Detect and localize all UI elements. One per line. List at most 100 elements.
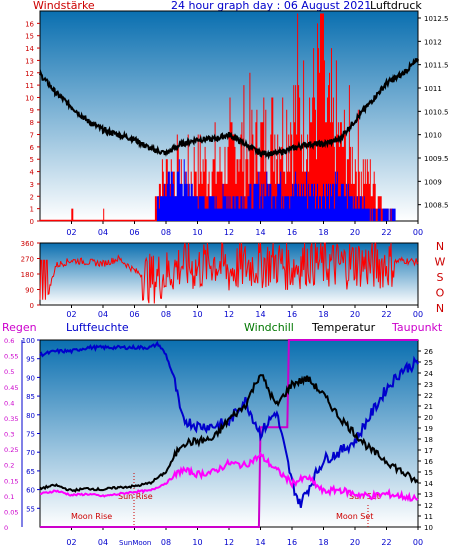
- wind-y-tick-label: 10: [25, 94, 34, 102]
- temperature-y-tick-label: 11: [424, 513, 433, 521]
- humidity-y-tick-label: 60: [26, 487, 35, 495]
- rain-y-tick-label: 0.15: [4, 477, 18, 485]
- temp-x-tick-label: 16: [287, 538, 297, 547]
- humidity-y-tick-label: 90: [26, 374, 35, 382]
- direction-x-tick-label: 14: [255, 310, 265, 319]
- rain-y-tick-label: 0.6: [4, 337, 14, 345]
- compass-label: O: [436, 287, 445, 300]
- pressure-axis-title: Luftdruck: [370, 0, 422, 12]
- temperature-y-tick-label: 25: [424, 359, 433, 367]
- humidity-axis-title: Luftfeuchte: [66, 321, 129, 334]
- rain-y-tick-label: 0.25: [4, 446, 18, 454]
- wind-x-tick-label: 00: [413, 228, 423, 237]
- dewpoint-line: [39, 451, 419, 502]
- temperature-y-tick-label: 17: [424, 447, 433, 455]
- temperature-y-tick-label: 21: [424, 403, 433, 411]
- wind-y-tick-label: 3: [30, 181, 34, 189]
- wind-x-tick-label: 18: [318, 228, 328, 237]
- pressure-y-tick-label: 1009: [424, 178, 442, 186]
- temp-x-tick-label: 02: [66, 538, 76, 547]
- temperature-y-tick-label: 23: [424, 381, 433, 389]
- wind-y-tick-label: 11: [25, 82, 34, 90]
- rain-y-tick-label: 0: [4, 524, 8, 532]
- humidity-y-tick-label: 80: [26, 412, 35, 420]
- humidity-y-tick-label: 95: [26, 356, 35, 364]
- wind-x-tick-label: 10: [192, 228, 202, 237]
- direction-y-tick-label: 0: [30, 302, 34, 310]
- pressure-y-tick-label: 1010: [424, 132, 442, 140]
- direction-x-tick-label: 06: [129, 310, 139, 319]
- wind-y-tick-label: 16: [25, 20, 34, 28]
- direction-x-tick-label: 04: [98, 310, 108, 319]
- temperature-chart-layer: 0 0.05 0.1 0.15 0.2 0.25 0.3 0.35 0.4 0.45 0.5 0.55…: [4, 337, 433, 547]
- wind-y-tick-label: 12: [25, 70, 34, 78]
- temperature-legend: Temperatur: [311, 321, 376, 334]
- direction-y-tick-label: 360: [21, 240, 34, 248]
- temp-x-tick-label: 10: [192, 538, 202, 547]
- wind-y-tick-label: 14: [25, 45, 34, 53]
- wind-x-tick-label: 12: [224, 228, 234, 237]
- wind-y-tick-label: 8: [30, 119, 34, 127]
- rain-y-tick-label: 0.35: [4, 415, 18, 423]
- wind-y-tick-label: 9: [30, 107, 34, 115]
- temperature-y-tick-label: 24: [424, 370, 433, 378]
- wind-direction-line: [39, 241, 419, 304]
- rain-y-tick-label: 0.5: [4, 368, 14, 376]
- temperature-y-tick-label: 10: [424, 524, 433, 532]
- pressure-y-tick-label: 1010.5: [424, 108, 449, 116]
- temperature-y-tick-label: 12: [424, 502, 433, 510]
- direction-x-tick-label: 10: [192, 310, 202, 319]
- humidity-line: [39, 340, 419, 508]
- wind-x-tick-label: 22: [381, 228, 391, 237]
- rain-y-tick-label: 0.4: [4, 399, 14, 407]
- rain-y-tick-label: 0.05: [4, 508, 18, 516]
- humidity-y-tick-label: 65: [26, 468, 35, 476]
- direction-x-tick-label: 20: [350, 310, 360, 319]
- direction-x-tick-label: 22: [381, 310, 391, 319]
- wind-y-tick-label: 6: [30, 144, 35, 152]
- rain-y-tick-label: 0.3: [4, 431, 14, 439]
- wind-x-tick-label: 08: [161, 228, 171, 237]
- temp-x-tick-label: 18: [318, 538, 328, 547]
- compass-label: N: [436, 302, 444, 315]
- temp-x-tick-label: 04: [98, 538, 108, 547]
- humidity-y-tick-label: 55: [26, 505, 35, 513]
- wind-x-tick-label: 14: [255, 228, 265, 237]
- compass-label: W: [435, 256, 446, 269]
- wind-x-tick-label: 20: [350, 228, 360, 237]
- direction-x-tick-label: 12: [224, 310, 234, 319]
- sun-rise-label: Sun Rise: [118, 492, 153, 501]
- pressure-y-tick-label: 1009.5: [424, 155, 449, 163]
- pressure-y-tick-label: 1011.5: [424, 62, 449, 70]
- humidity-y-tick-label: 70: [26, 449, 35, 457]
- rain-y-tick-label: 0.1: [4, 493, 14, 501]
- temperature-y-tick-label: 15: [424, 469, 433, 477]
- temp-x-tick-label: 20: [350, 538, 360, 547]
- direction-x-tick-label: 08: [161, 310, 171, 319]
- temp-x-tick-label: 12: [224, 538, 234, 547]
- wind-y-tick-label: 5: [30, 156, 34, 164]
- temperature-y-tick-label: 13: [424, 491, 433, 499]
- wind-x-tick-label: 02: [66, 228, 76, 237]
- rain-y-tick-label: 0.55: [4, 353, 18, 361]
- humidity-y-tick-label: 75: [26, 431, 35, 439]
- temperature-y-tick-label: 26: [424, 348, 433, 356]
- temp-x-tick-label: 22: [381, 538, 391, 547]
- direction-x-tick-label: 16: [287, 310, 297, 319]
- wind-y-tick-label: 2: [30, 193, 34, 201]
- temperature-line: [39, 374, 419, 493]
- windchill-legend: Windchill: [244, 321, 294, 334]
- wind-y-tick-label: 15: [25, 33, 34, 41]
- temperature-y-tick-label: 18: [424, 436, 433, 444]
- moon-set-label: Moon Set: [336, 512, 373, 521]
- direction-y-tick-label: 180: [21, 271, 34, 279]
- wind-chart-layer: 0123456789101112131415161008.510091009.5…: [25, 13, 449, 237]
- temp-x-tick-label: 14: [255, 538, 265, 547]
- wind-axis-title: Windstärke: [33, 0, 95, 12]
- chart-title: 24 hour graph day : 06 August 2021: [171, 0, 371, 12]
- temperature-y-tick-label: 20: [424, 414, 433, 422]
- sunmoon-axis-marker: SunMoon: [119, 539, 151, 547]
- temp-x-tick-label: 00: [413, 538, 423, 547]
